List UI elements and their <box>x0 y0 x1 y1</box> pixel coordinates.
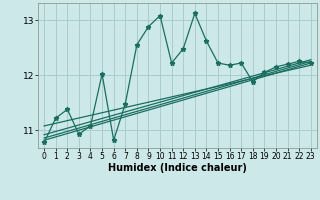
X-axis label: Humidex (Indice chaleur): Humidex (Indice chaleur) <box>108 163 247 173</box>
